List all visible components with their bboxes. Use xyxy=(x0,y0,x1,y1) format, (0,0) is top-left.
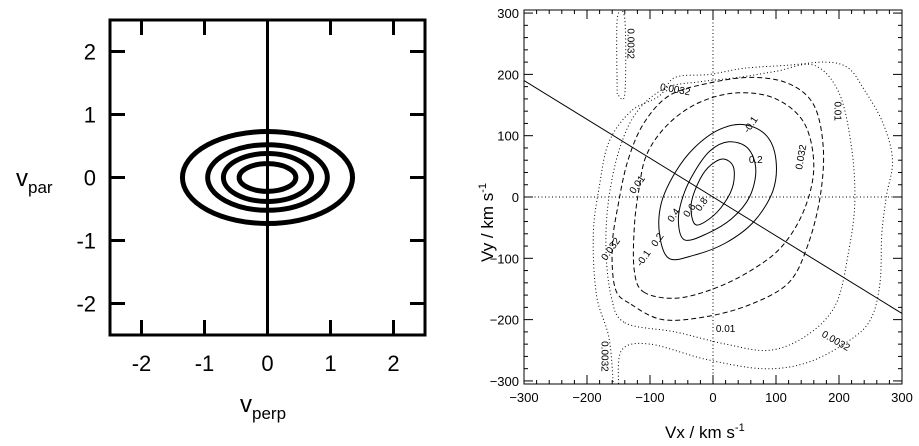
contour-label: 0.01 xyxy=(832,101,843,121)
contour-label: -0.1 xyxy=(635,248,654,269)
y-tick-label: 200 xyxy=(497,67,519,82)
contour-label: 0.4 xyxy=(666,206,683,224)
contour-label: 0.2 xyxy=(749,155,763,166)
x-tick-label: −100 xyxy=(635,390,664,405)
x-tick-label: 2 xyxy=(387,351,399,376)
x-tick-label: -2 xyxy=(132,351,152,376)
y-tick-label: 0 xyxy=(84,166,96,191)
contour-line xyxy=(616,10,627,100)
right-tick-labels: −300 −200 −100 0 100 200 300 −300 −200 −100 0 100 20… xyxy=(490,6,913,405)
y-tick-label: −300 xyxy=(490,374,519,389)
y-tick-label: 100 xyxy=(497,129,519,144)
contour-line xyxy=(658,123,777,261)
right-reference-lines xyxy=(524,10,902,384)
left-y-axis-label: vpar xyxy=(16,165,53,197)
x-tick-label: 100 xyxy=(765,390,787,405)
ellipse-contour xyxy=(236,161,299,194)
left-panel: -2 -1 0 1 2 -2 -1 0 1 2 vperp vpar xyxy=(16,18,427,423)
right-y-axis-label: Vy / km s-1 xyxy=(477,183,497,262)
contour-label: 0.0032 xyxy=(625,28,636,59)
contour-label: 0.2 xyxy=(650,231,667,249)
x-tick-label: −200 xyxy=(572,390,601,405)
y-tick-label: -2 xyxy=(76,292,96,317)
y-tick-label: −100 xyxy=(490,251,519,266)
y-tick-label: -1 xyxy=(76,229,96,254)
ellipse-contour xyxy=(179,129,356,226)
contour-label: 0.0032 xyxy=(820,329,852,354)
contour-label: 0.032 xyxy=(600,236,624,263)
y-tick-label: 1 xyxy=(84,103,96,128)
x-tick-label: 200 xyxy=(828,390,850,405)
x-tick-label: −300 xyxy=(509,390,538,405)
diagonal-reference-line xyxy=(524,80,902,314)
y-tick-label: −200 xyxy=(490,313,519,328)
x-tick-label: -1 xyxy=(195,351,215,376)
contour-line xyxy=(611,76,825,321)
x-tick-label: 300 xyxy=(891,390,913,405)
x-tick-label: 0 xyxy=(261,351,273,376)
x-tick-label: 1 xyxy=(324,351,336,376)
contour-label: -0.1 xyxy=(742,114,761,135)
contour-label: 0.0032 xyxy=(599,341,610,372)
y-tick-label: 0 xyxy=(512,190,519,205)
right-ticks xyxy=(523,10,903,384)
left-ticks xyxy=(110,20,425,335)
contour-label: 0.0032 xyxy=(659,82,691,98)
contour-label: 0.032 xyxy=(794,143,809,170)
contour-label: 0.01 xyxy=(628,174,648,197)
contour-line xyxy=(592,61,894,384)
y-tick-label: 300 xyxy=(497,6,519,21)
contour-line xyxy=(632,92,815,299)
ellipse-contour xyxy=(205,142,330,213)
right-contours xyxy=(592,10,894,384)
left-x-axis-label: vperp xyxy=(240,391,286,423)
x-tick-label: 0 xyxy=(709,390,716,405)
ellipse-contour xyxy=(220,151,315,204)
contour-line xyxy=(677,141,757,241)
contour-label: 0.01 xyxy=(716,324,736,335)
y-tick-label: 2 xyxy=(84,40,96,65)
left-tick-labels: -2 -1 0 1 2 -2 -1 0 1 2 xyxy=(76,40,399,377)
right-x-axis-label: Vx / km s-1 xyxy=(665,422,745,442)
contour-line xyxy=(690,158,735,226)
left-curves xyxy=(179,20,356,335)
